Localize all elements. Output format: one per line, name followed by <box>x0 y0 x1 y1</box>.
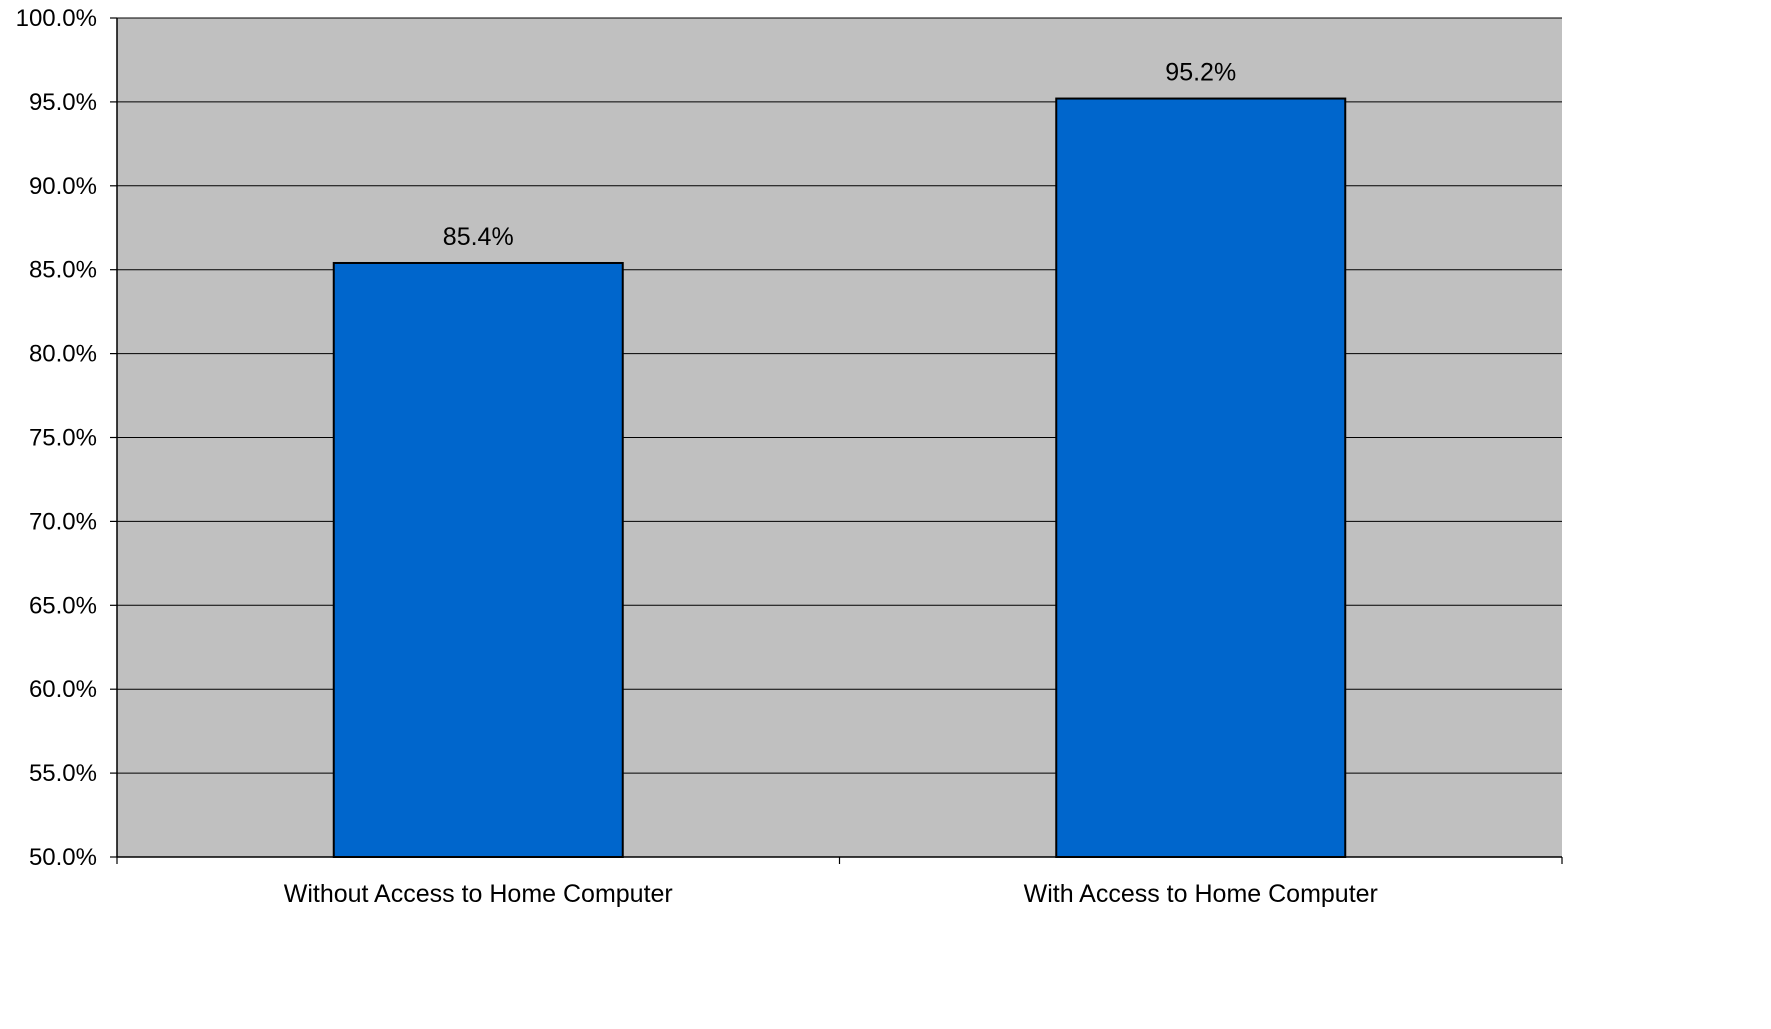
y-tick-label: 50.0% <box>29 844 97 871</box>
y-tick-label: 80.0% <box>29 341 97 368</box>
data-label: 95.2% <box>1165 59 1236 87</box>
x-category-label: With Access to Home Computer <box>1024 880 1378 908</box>
y-tick-label: 100.0% <box>16 5 97 32</box>
labels: 50.0% 55.0% 60.0% 65.0% 70.0% 75.0% 80.0% 85.0%… <box>16 5 1378 908</box>
y-tick-label: 55.0% <box>29 760 97 787</box>
y-tick-label: 85.0% <box>29 257 97 284</box>
bar <box>332 261 624 859</box>
y-tick-label: 75.0% <box>29 425 97 452</box>
y-tick-label: 95.0% <box>29 89 97 116</box>
y-tick-label: 60.0% <box>29 676 97 703</box>
data-label: 85.4% <box>443 223 514 251</box>
x-category-label: Without Access to Home Computer <box>284 880 673 908</box>
bars <box>332 97 1347 859</box>
bar <box>1055 97 1347 858</box>
y-tick-label: 65.0% <box>29 592 97 619</box>
y-tick-label: 70.0% <box>29 508 97 535</box>
axes <box>110 17 1563 864</box>
y-tick-label: 90.0% <box>29 173 97 200</box>
